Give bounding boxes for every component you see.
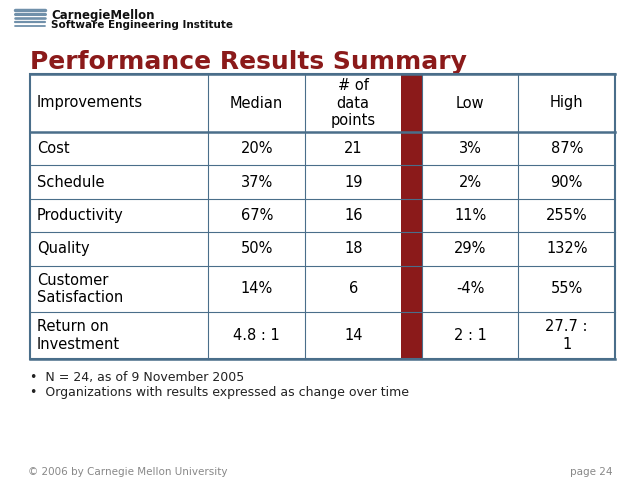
- Text: 18: 18: [344, 241, 362, 256]
- Text: •  Organizations with results expressed as change over time: • Organizations with results expressed a…: [30, 386, 409, 399]
- Text: 19: 19: [344, 174, 362, 189]
- Text: Return on
Investment: Return on Investment: [37, 320, 120, 352]
- Text: 2%: 2%: [459, 174, 482, 189]
- Text: Quality: Quality: [37, 241, 90, 256]
- Text: Median: Median: [230, 95, 284, 110]
- Text: 37%: 37%: [241, 174, 273, 189]
- Text: Low: Low: [456, 95, 484, 110]
- Bar: [30, 74, 615, 359]
- Text: 14%: 14%: [241, 281, 273, 296]
- Text: 2 : 1: 2 : 1: [454, 328, 486, 343]
- Text: •  N = 24, as of 9 November 2005: • N = 24, as of 9 November 2005: [30, 371, 244, 384]
- Text: Customer
Satisfaction: Customer Satisfaction: [37, 273, 124, 305]
- Text: 4.8 : 1: 4.8 : 1: [234, 328, 280, 343]
- Text: Software Engineering Institute: Software Engineering Institute: [51, 20, 233, 30]
- Text: Productivity: Productivity: [37, 208, 124, 223]
- Text: High: High: [550, 95, 584, 110]
- Text: 90%: 90%: [550, 174, 583, 189]
- Text: 132%: 132%: [546, 241, 588, 256]
- Bar: [401, 74, 422, 359]
- Text: 29%: 29%: [454, 241, 486, 256]
- Text: 16: 16: [344, 208, 362, 223]
- Text: 67%: 67%: [241, 208, 273, 223]
- Text: © 2006 by Carnegie Mellon University: © 2006 by Carnegie Mellon University: [28, 467, 227, 477]
- Text: 3%: 3%: [459, 141, 482, 156]
- Text: Cost: Cost: [37, 141, 70, 156]
- Text: page 24: page 24: [570, 467, 612, 477]
- Text: 50%: 50%: [241, 241, 273, 256]
- Text: 14: 14: [344, 328, 362, 343]
- Text: 27.7 :
1: 27.7 : 1: [545, 320, 588, 352]
- Text: -4%: -4%: [456, 281, 484, 296]
- Text: 20%: 20%: [241, 141, 273, 156]
- Text: Schedule: Schedule: [37, 174, 104, 189]
- Text: Improvements: Improvements: [37, 95, 143, 110]
- Text: 21: 21: [344, 141, 362, 156]
- Text: 6: 6: [349, 281, 358, 296]
- Text: 87%: 87%: [550, 141, 583, 156]
- Text: 11%: 11%: [454, 208, 486, 223]
- Text: 55%: 55%: [550, 281, 583, 296]
- Text: CarnegieMellon: CarnegieMellon: [51, 9, 154, 22]
- Text: # of
data
points: # of data points: [331, 78, 376, 128]
- Text: 255%: 255%: [546, 208, 588, 223]
- Text: Performance Results Summary: Performance Results Summary: [30, 50, 467, 74]
